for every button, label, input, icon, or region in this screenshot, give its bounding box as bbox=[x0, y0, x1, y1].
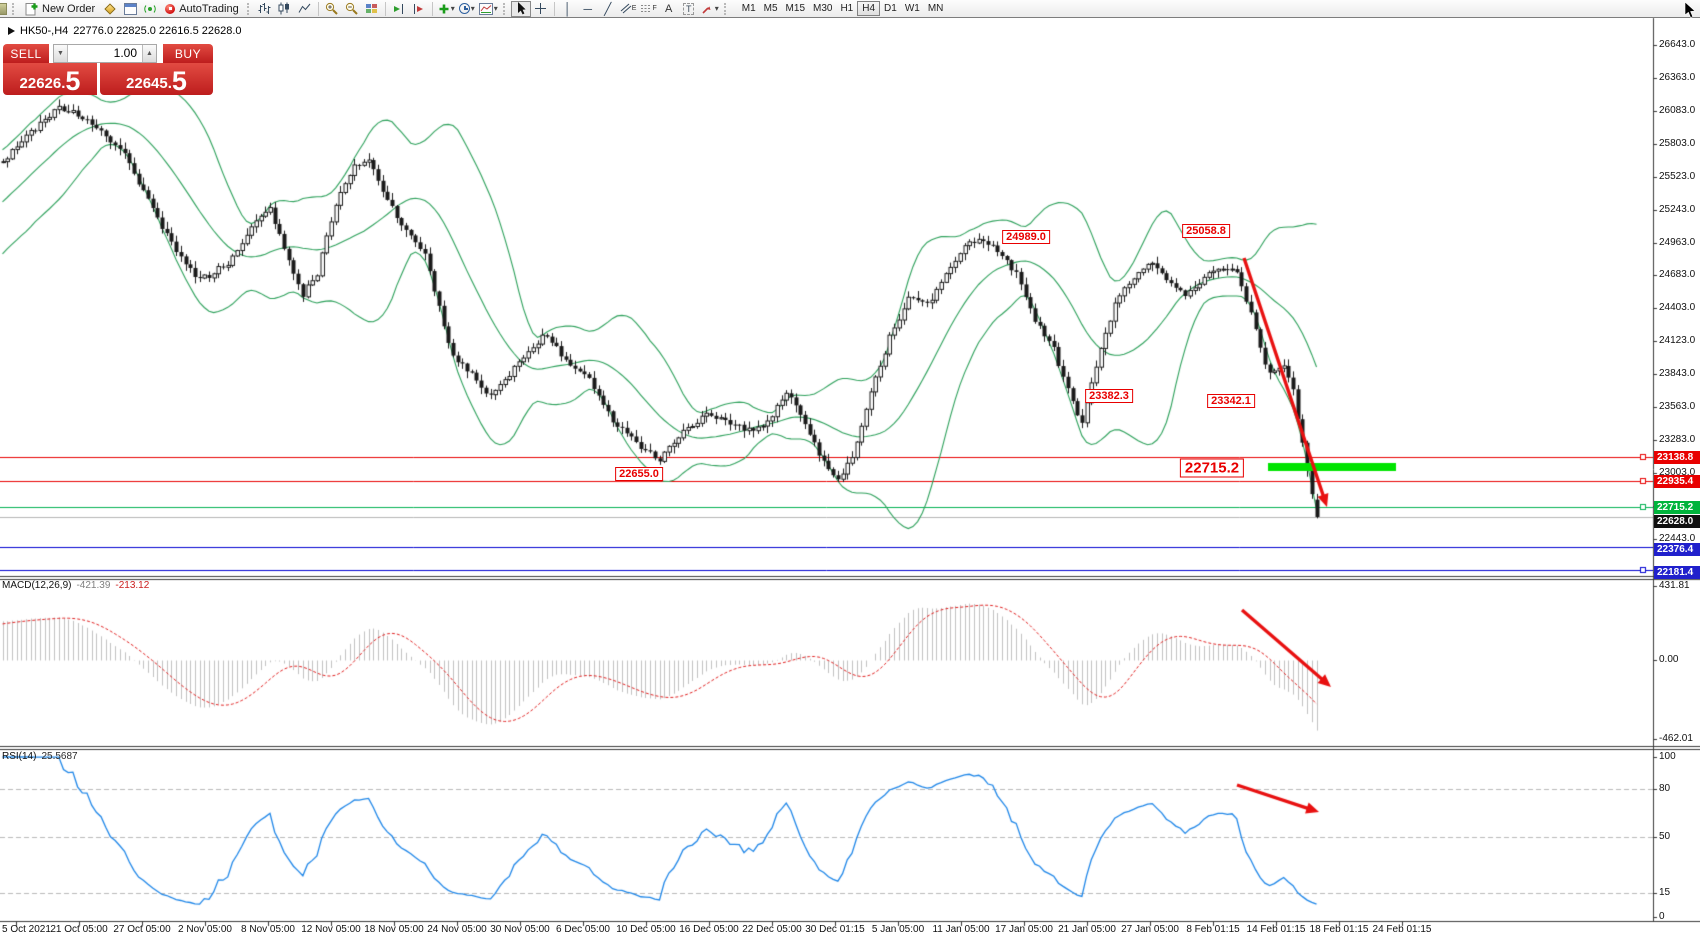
clock-icon bbox=[458, 3, 470, 14]
new-order-label: New Order bbox=[42, 2, 96, 15]
fibonacci-tool[interactable]: F bbox=[638, 1, 658, 17]
rsi-label: RSI(14) 25.5687 bbox=[2, 751, 78, 762]
text-tool-label: A bbox=[665, 2, 673, 15]
auto-scroll-icon[interactable] bbox=[389, 1, 409, 17]
toolbar-separator bbox=[553, 1, 555, 16]
chart-shift-icon[interactable] bbox=[409, 1, 429, 17]
trendline-tool[interactable]: ╱ bbox=[604, 1, 612, 16]
timeframe-m1[interactable]: M1 bbox=[741, 3, 756, 14]
toolbar-separator bbox=[317, 1, 319, 16]
rsi-name: RSI(14) bbox=[2, 751, 37, 762]
timeframe-group: M1 M5 M15 M30 H1 H4 D1 W1 MN bbox=[738, 1, 948, 16]
channel-tool-sub: E bbox=[631, 5, 637, 12]
sell-price-dot: . bbox=[61, 75, 66, 92]
timeframe-h1[interactable]: H1 bbox=[840, 3, 854, 14]
indicators-dropdown-icon[interactable]: ▾ bbox=[450, 4, 455, 13]
timeframe-m5[interactable]: M5 bbox=[763, 3, 778, 14]
text-label-tool[interactable]: T bbox=[679, 1, 699, 17]
data-window-icon[interactable] bbox=[120, 1, 140, 17]
arrows-dropdown-icon[interactable]: ▾ bbox=[714, 4, 719, 13]
one-click-trading-panel: SELL ▼ 1.00 ▲ BUY 22626. 5 22645. 5 bbox=[0, 42, 220, 97]
horizontal-line-tool[interactable]: ─ bbox=[583, 1, 593, 16]
timeframe-w1[interactable]: W1 bbox=[904, 3, 920, 14]
styler-icon[interactable] bbox=[100, 1, 120, 17]
new-order-button[interactable]: New Order bbox=[20, 1, 100, 17]
vertical-line-tool[interactable]: │ bbox=[564, 1, 572, 16]
macd-name: MACD(12,26,9) bbox=[2, 580, 72, 591]
buy-label: BUY bbox=[174, 46, 202, 61]
signals-icon[interactable] bbox=[140, 1, 160, 17]
sell-price-main: 22626 bbox=[19, 75, 62, 92]
timeframe-m30[interactable]: M30 bbox=[813, 3, 833, 14]
volume-stepper: ▼ 1.00 ▲ bbox=[53, 44, 157, 63]
buy-price[interactable]: 22645. 5 bbox=[100, 63, 213, 95]
autotrading-label: AutoTrading bbox=[179, 2, 239, 15]
macd-main-value: -421.39 bbox=[76, 580, 111, 591]
buy-price-dot: . bbox=[167, 75, 172, 92]
volume-decrease-button[interactable]: ▼ bbox=[54, 45, 68, 62]
buy-price-main: 22645 bbox=[126, 75, 168, 92]
sell-price-big-digit: 5 bbox=[65, 66, 81, 97]
mouse-cursor-icon bbox=[1684, 2, 1696, 19]
sell-button[interactable]: SELL bbox=[3, 44, 49, 63]
autotrading-button[interactable]: AutoTrading bbox=[160, 1, 244, 17]
timeframe-h4[interactable]: H4 bbox=[857, 1, 881, 16]
line-chart-type-icon[interactable] bbox=[295, 1, 315, 17]
autotrading-icon bbox=[165, 3, 176, 14]
equidistant-channel-tool[interactable]: E bbox=[618, 1, 639, 17]
zoom-in-icon[interactable] bbox=[322, 1, 342, 17]
zoom-out-icon[interactable] bbox=[342, 1, 362, 17]
fibo-tool-sub: F bbox=[652, 5, 657, 12]
templates-button[interactable]: ▾ bbox=[477, 1, 500, 17]
timeframe-m15[interactable]: M15 bbox=[785, 3, 805, 14]
new-order-icon bbox=[25, 2, 38, 15]
sell-price[interactable]: 22626. 5 bbox=[3, 63, 97, 95]
toolbar-separator bbox=[431, 1, 433, 16]
toolbar-drag-handle[interactable] bbox=[246, 2, 251, 15]
timeframe-mn[interactable]: MN bbox=[927, 3, 944, 14]
symbol-period: HK50-,H4 bbox=[20, 25, 69, 37]
toolbar: New Order AutoTrading bbox=[0, 0, 1700, 18]
candlestick-chart-type-icon[interactable] bbox=[275, 1, 295, 17]
tile-windows-icon[interactable] bbox=[362, 1, 382, 17]
text-tool[interactable]: A bbox=[659, 1, 679, 17]
volume-input[interactable]: 1.00 bbox=[113, 46, 137, 60]
indicators-button[interactable]: ▾ bbox=[436, 1, 457, 17]
bar-chart-type-icon[interactable] bbox=[255, 1, 275, 17]
rsi-value: 25.5687 bbox=[41, 751, 78, 762]
arrows-tool[interactable]: ▾ bbox=[699, 1, 721, 17]
toolbar-drag-handle[interactable] bbox=[12, 2, 16, 15]
toolbar-drag-handle[interactable] bbox=[502, 2, 507, 15]
ohlc-values: 22776.0 22825.0 22616.5 22628.0 bbox=[73, 25, 242, 37]
symbol-marker-icon bbox=[8, 27, 15, 35]
timeframe-d1[interactable]: D1 bbox=[884, 3, 897, 14]
crosshair-tool[interactable] bbox=[531, 1, 551, 17]
cursor-tool[interactable] bbox=[510, 0, 531, 17]
templates-dropdown-icon[interactable]: ▾ bbox=[493, 4, 498, 13]
sell-label: SELL bbox=[10, 46, 42, 61]
chart-title: HK50-,H4 22776.0 22825.0 22616.5 22628.0 bbox=[8, 25, 242, 37]
macd-signal-value: -213.12 bbox=[115, 580, 150, 591]
clipped-toolbar-icon bbox=[0, 2, 7, 15]
buy-button[interactable]: BUY bbox=[163, 44, 213, 63]
macd-label: MACD(12,26,9) -421.39 -213.12 bbox=[2, 580, 149, 591]
toolbar-separator bbox=[384, 1, 386, 16]
periods-button[interactable]: ▾ bbox=[457, 1, 477, 17]
toolbar-drag-handle[interactable] bbox=[723, 2, 728, 15]
periods-dropdown-icon[interactable]: ▾ bbox=[470, 4, 475, 13]
buy-price-big-digit: 5 bbox=[171, 66, 187, 97]
text-label-tool-label: T bbox=[682, 2, 695, 15]
volume-increase-button[interactable]: ▲ bbox=[142, 45, 156, 62]
